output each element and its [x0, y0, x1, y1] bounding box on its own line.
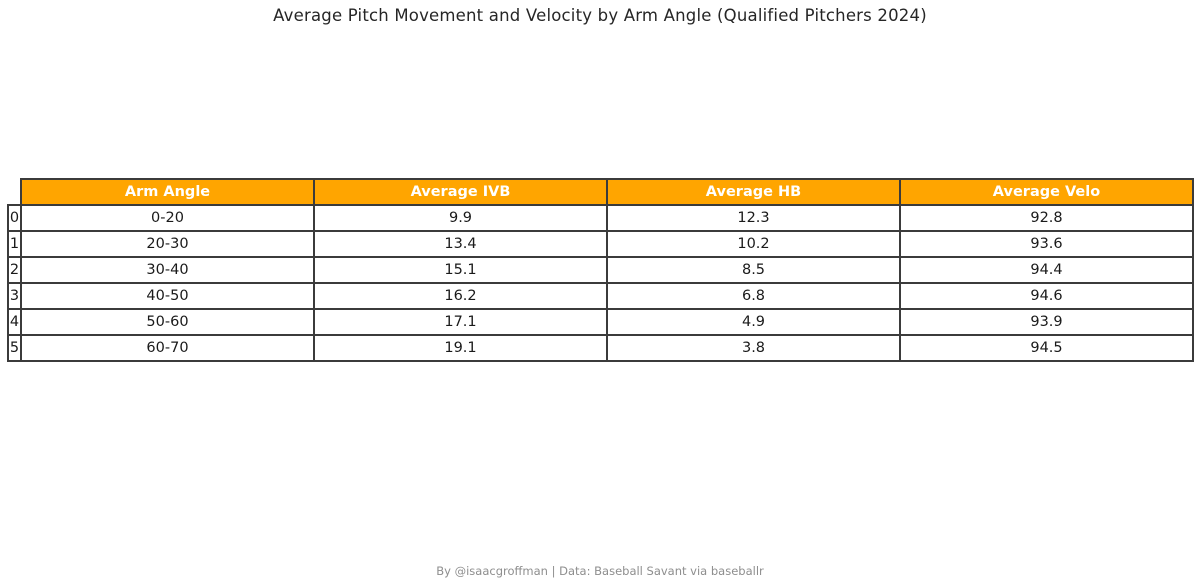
cell-average-hb: 4.9: [606, 308, 901, 336]
col-header-average-velo: Average Velo: [899, 178, 1194, 206]
page-title: Average Pitch Movement and Velocity by A…: [273, 6, 927, 25]
cell-arm-angle: 20-30: [20, 230, 315, 258]
row-index: 3: [7, 282, 22, 310]
cell-average-velo: 94.5: [899, 334, 1194, 362]
corner-cell: [8, 179, 21, 205]
row-index: 4: [7, 308, 22, 336]
cell-arm-angle: 50-60: [20, 308, 315, 336]
cell-average-velo: 93.9: [899, 308, 1194, 336]
cell-average-velo: 92.8: [899, 204, 1194, 232]
table-row: 4 50-60 17.1 4.9 93.9: [7, 308, 1194, 336]
row-index: 5: [7, 334, 22, 362]
row-index: 1: [7, 230, 22, 258]
cell-arm-angle: 30-40: [20, 256, 315, 284]
cell-average-velo: 94.4: [899, 256, 1194, 284]
cell-arm-angle: 40-50: [20, 282, 315, 310]
cell-average-velo: 94.6: [899, 282, 1194, 310]
cell-average-ivb: 19.1: [313, 334, 608, 362]
cell-arm-angle: 60-70: [20, 334, 315, 362]
cell-average-hb: 3.8: [606, 334, 901, 362]
cell-average-ivb: 15.1: [313, 256, 608, 284]
cell-average-hb: 6.8: [606, 282, 901, 310]
row-index: 0: [7, 204, 22, 232]
table-row: 1 20-30 13.4 10.2 93.6: [7, 230, 1194, 258]
cell-average-hb: 12.3: [606, 204, 901, 232]
header-row: Arm Angle Average IVB Average HB Average…: [8, 178, 1194, 206]
table-row: 2 30-40 15.1 8.5 94.4: [7, 256, 1194, 284]
cell-average-hb: 10.2: [606, 230, 901, 258]
table-row: 3 40-50 16.2 6.8 94.6: [7, 282, 1194, 310]
cell-average-ivb: 13.4: [313, 230, 608, 258]
pitch-movement-table: Arm Angle Average IVB Average HB Average…: [7, 178, 1194, 362]
table-row: 5 60-70 19.1 3.8 94.5: [7, 334, 1194, 362]
cell-average-hb: 8.5: [606, 256, 901, 284]
col-header-average-ivb: Average IVB: [313, 178, 608, 206]
cell-average-ivb: 17.1: [313, 308, 608, 336]
credit-footer: By @isaacgroffman | Data: Baseball Savan…: [436, 564, 764, 578]
table-row: 0 0-20 9.9 12.3 92.8: [7, 204, 1194, 232]
cell-average-velo: 93.6: [899, 230, 1194, 258]
col-header-arm-angle: Arm Angle: [20, 178, 315, 206]
row-index: 2: [7, 256, 22, 284]
cell-average-ivb: 9.9: [313, 204, 608, 232]
col-header-average-hb: Average HB: [606, 178, 901, 206]
cell-arm-angle: 0-20: [20, 204, 315, 232]
cell-average-ivb: 16.2: [313, 282, 608, 310]
